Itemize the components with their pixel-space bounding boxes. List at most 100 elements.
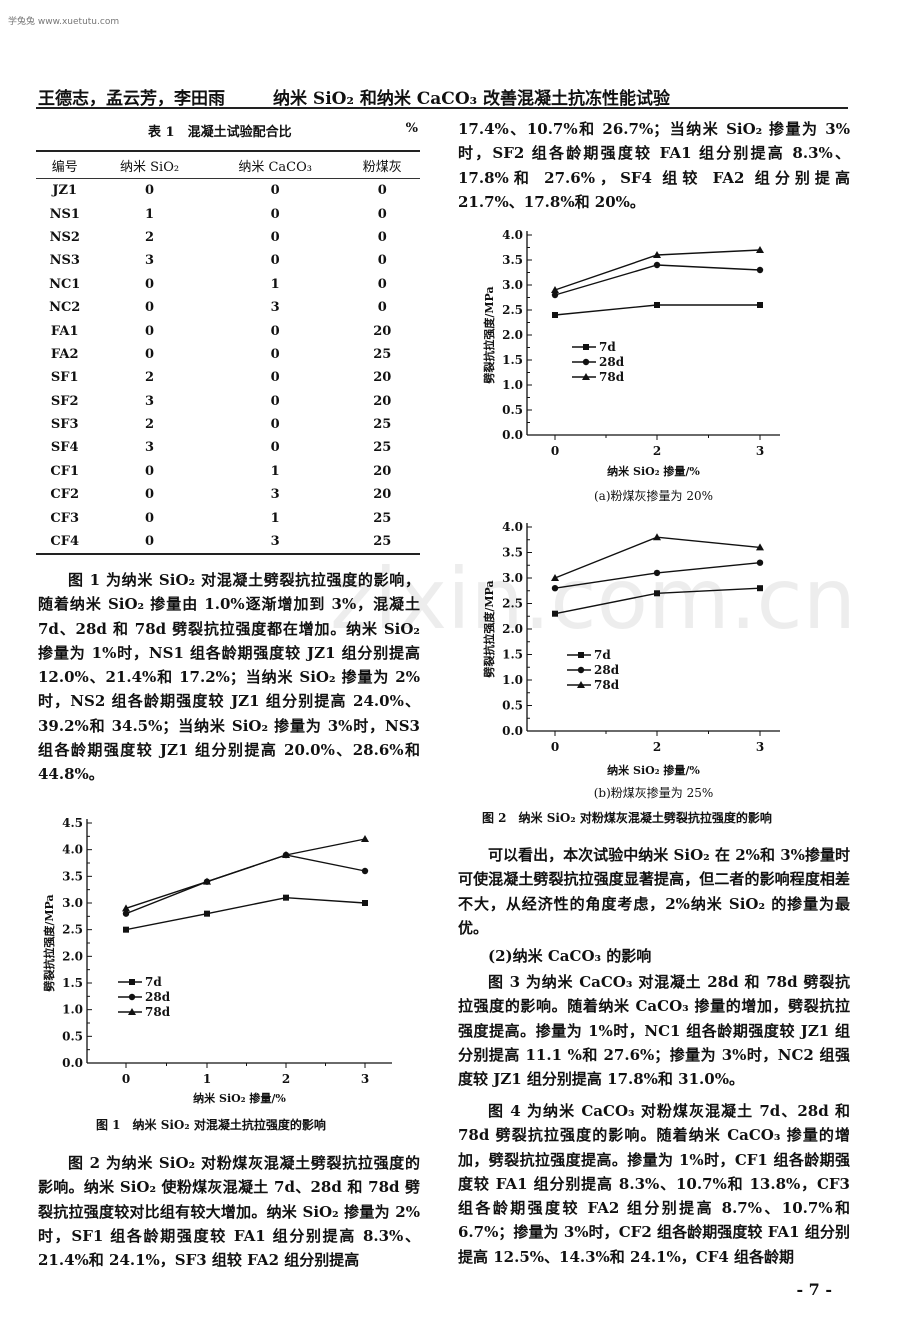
- column-header: 编号: [36, 150, 94, 179]
- table-row: NS1 1 0 0: [36, 202, 420, 225]
- table-cell: NC2: [49, 300, 81, 316]
- table-row: NC1 0 1 0: [36, 273, 420, 296]
- table-cell: 2: [145, 417, 155, 433]
- table-cell: 0: [145, 346, 155, 362]
- table-cell: 0: [145, 463, 155, 479]
- series-7d: [123, 894, 368, 933]
- series-7d: [552, 302, 763, 318]
- data-point: [122, 910, 130, 917]
- site-mark: 学兔兔 www.xuetutu.com: [8, 17, 120, 27]
- table-row: CF3 0 1 25: [36, 506, 420, 529]
- y-tick-label: 4.0: [62, 843, 83, 857]
- y-tick-label: 1.0: [62, 1003, 83, 1017]
- y-tick-label: 1.0: [502, 673, 523, 687]
- legend-label: 28d: [594, 663, 620, 677]
- table-cell: 3: [145, 440, 155, 456]
- table-cell: 0: [145, 300, 155, 316]
- section-heading-caco3: (2)纳米 CaCO₃ 的影响: [488, 947, 652, 965]
- mix-proportion-table: 编号 纳米 SiO₂ 纳米 CaCO₃ 粉煤灰 JZ1 0 0 0 NS1 1 0 0 NS2 2 0 0 N…: [36, 150, 420, 556]
- table-cell: SF3: [50, 417, 79, 433]
- column-header: 纳米 CaCO₃: [205, 150, 345, 179]
- y-tick-label: 1.5: [502, 648, 523, 662]
- data-point: [653, 251, 661, 258]
- legend-marker: [129, 979, 135, 985]
- table-cell: 20: [373, 393, 392, 409]
- figure-1-caption: 图 1 纳米 SiO₂ 对混凝土抗拉强度的影响: [96, 1118, 326, 1132]
- table-cell: 3: [145, 393, 155, 409]
- table-cell: 0: [270, 393, 280, 409]
- data-point: [756, 559, 764, 566]
- table-cell: 25: [373, 440, 392, 456]
- table-cell: 0: [145, 276, 155, 292]
- legend-marker: [578, 652, 584, 658]
- data-point: [757, 585, 763, 592]
- data-point: [551, 291, 559, 299]
- table-cell: 25: [373, 510, 392, 526]
- series-line: [125, 896, 366, 931]
- table-cell: FA1: [50, 323, 79, 339]
- table-cell: 0: [270, 323, 280, 339]
- table-cell: 0: [270, 440, 280, 456]
- paragraph-conclusion-sio2: 可以看出，本次试验中纳米 SiO₂ 在 2%和 3%掺量时可使混凝土劈裂抗拉强度…: [458, 846, 850, 937]
- table-cell: 0: [377, 276, 387, 292]
- legend-marker: [583, 344, 589, 350]
- y-tick-label: 0.5: [62, 1029, 83, 1043]
- table-row: SF4 3 0 25: [36, 436, 420, 459]
- y-tick-label: 4.0: [502, 520, 523, 534]
- series-28d: [551, 261, 764, 299]
- x-tick-label: 2: [653, 444, 661, 458]
- table-cell: SF1: [50, 370, 79, 386]
- y-axis-label: 劈裂抗拉强度/MPa: [482, 286, 496, 383]
- legend-marker: [582, 358, 590, 366]
- data-point: [653, 261, 661, 269]
- table-cell: CF2: [50, 487, 80, 503]
- y-axis-label: 劈裂抗拉强度/MPa: [42, 894, 56, 991]
- table1-unit: %: [405, 121, 418, 136]
- series-28d: [122, 851, 369, 917]
- paragraph-fig3: 图 3 为纳米 CaCO₃ 对混凝土 28d 和 78d 劈裂抗拉强度的影响。随…: [458, 973, 850, 1089]
- table-cell: 2: [145, 229, 155, 245]
- x-axis-label: 纳米 SiO₂ 掺量/%: [193, 1091, 286, 1105]
- table-cell: NS2: [49, 229, 80, 245]
- table-cell: 3: [270, 300, 280, 316]
- table-cell: 0: [145, 487, 155, 503]
- x-tick-label: 0: [551, 444, 559, 458]
- y-tick-label: 3.0: [502, 278, 523, 292]
- table-cell: 0: [270, 183, 280, 199]
- data-point: [654, 302, 660, 308]
- table-cell: 3: [205, 529, 345, 556]
- paragraph-fig4: 图 4 为纳米 CaCO₃ 对粉煤灰混凝土 7d、28d 和 78d 劈裂抗拉强…: [458, 1102, 850, 1266]
- series-78d: [122, 835, 369, 912]
- x-tick-label: 1: [203, 1072, 211, 1086]
- series-line: [125, 854, 366, 915]
- legend-label: 78d: [599, 370, 625, 384]
- y-tick-label: 3.5: [502, 253, 523, 267]
- y-tick-label: 1.0: [502, 378, 523, 392]
- table-cell: 25: [373, 417, 392, 433]
- figure-2a-chart: 0.0 0.5 1.0 1.5 2.0 2.5 3.0 3.5 4.0 0 2 3 劈裂抗拉强度/MPa…: [482, 228, 780, 503]
- table-cell: 20: [373, 323, 392, 339]
- data-point: [552, 610, 558, 617]
- legend-label: 78d: [594, 678, 620, 692]
- table-cell: 20: [373, 463, 392, 479]
- y-tick-label: 2.0: [62, 949, 83, 963]
- y-tick-label: 0.5: [502, 699, 523, 713]
- y-tick-label: 3.5: [502, 546, 523, 560]
- legend-label: 28d: [599, 355, 625, 369]
- table-cell: FA2: [50, 346, 79, 362]
- table-cell: 0: [145, 323, 155, 339]
- table-cell: 0: [145, 183, 155, 199]
- column-header: 纳米 SiO₂: [93, 150, 206, 179]
- table-cell: 3: [270, 487, 280, 503]
- table-row: SF3 2 0 25: [36, 413, 420, 436]
- table-cell: 0: [377, 206, 387, 222]
- legend-marker: [128, 1008, 136, 1015]
- y-tick-label: 1.5: [502, 353, 523, 367]
- y-tick-label: 2.5: [502, 597, 523, 611]
- table-cell: 0: [270, 253, 280, 269]
- x-tick-label: 2: [282, 1072, 290, 1086]
- table-cell: 0: [377, 253, 387, 269]
- table-cell: CF4: [36, 529, 94, 556]
- table-cell: NS1: [49, 206, 80, 222]
- y-axis-label: 劈裂抗拉强度/MPa: [482, 580, 496, 677]
